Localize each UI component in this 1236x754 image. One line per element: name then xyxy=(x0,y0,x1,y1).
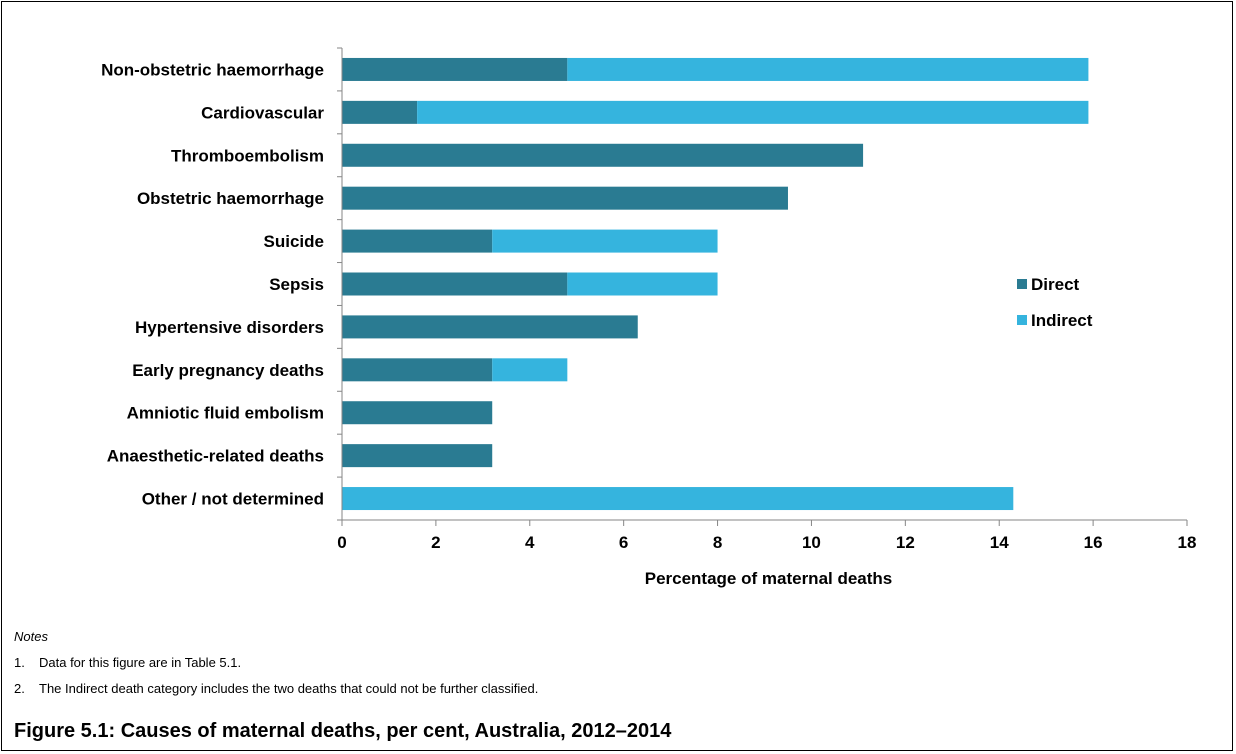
bar-segment-direct xyxy=(342,229,493,253)
x-tick-label: 12 xyxy=(896,533,915,552)
notes-heading: Notes xyxy=(14,629,48,644)
bar-segment-direct xyxy=(342,401,493,425)
x-tick-label: 6 xyxy=(619,533,628,552)
legend: Direct Indirect xyxy=(1017,275,1093,330)
legend-swatch-direct xyxy=(1017,279,1027,289)
bar-segment-indirect xyxy=(492,229,718,253)
category-label: Cardiovascular xyxy=(201,103,324,122)
bar-segment-indirect xyxy=(567,57,1089,81)
note-number: 1. xyxy=(14,655,25,670)
figure-caption: Figure 5.1: Causes of maternal deaths, p… xyxy=(14,720,672,742)
note-item: 2. The Indirect death category includes t… xyxy=(14,682,538,695)
bar-segment-direct xyxy=(342,100,418,124)
note-number: 2. xyxy=(14,681,25,696)
x-tick-label: 2 xyxy=(431,533,440,552)
bars-layer xyxy=(342,57,1089,511)
x-axis-title: Percentage of maternal deaths xyxy=(645,569,893,588)
bar-segment-direct xyxy=(342,444,493,468)
x-tick-label: 4 xyxy=(525,533,535,552)
bar-segment-indirect xyxy=(417,100,1089,124)
category-label: Obstetric haemorrhage xyxy=(137,189,324,208)
note-text: The Indirect death category includes the… xyxy=(39,681,539,696)
category-label: Early pregnancy deaths xyxy=(132,361,324,380)
legend-label-indirect: Indirect xyxy=(1031,311,1093,330)
bar-segment-direct xyxy=(342,272,568,296)
axes-layer xyxy=(337,47,1188,526)
bar-segment-direct xyxy=(342,143,864,167)
x-tick-label: 18 xyxy=(1178,533,1197,552)
x-tick-label: 14 xyxy=(990,533,1009,552)
category-label: Hypertensive disorders xyxy=(135,318,324,337)
x-tick-label: 0 xyxy=(337,533,346,552)
note-text: Data for this figure are in Table 5.1. xyxy=(39,655,242,670)
x-tick-label: 8 xyxy=(713,533,722,552)
note-item: 1. Data for this figure are in Table 5.1. xyxy=(14,656,241,669)
bar-segment-direct xyxy=(342,358,493,382)
legend-label-direct: Direct xyxy=(1031,275,1080,294)
category-labels: Non-obstetric haemorrhage Cardiovascular T… xyxy=(101,60,324,508)
legend-swatch-indirect xyxy=(1017,315,1027,325)
category-label: Thromboembolism xyxy=(171,146,324,165)
bar-segment-direct xyxy=(342,57,568,81)
category-label: Suicide xyxy=(264,232,324,251)
category-label: Sepsis xyxy=(269,275,324,294)
x-tick-labels: 0 2 4 6 8 10 12 14 16 18 xyxy=(337,533,1196,552)
x-tick-label: 16 xyxy=(1084,533,1103,552)
category-label: Other / not determined xyxy=(142,490,324,509)
bar-segment-indirect xyxy=(492,358,568,382)
stacked-bar-chart: Non-obstetric haemorrhage Cardiovascular T… xyxy=(101,47,1196,588)
bar-segment-direct xyxy=(342,315,638,339)
bar-segment-direct xyxy=(342,186,788,210)
category-label: Non-obstetric haemorrhage xyxy=(101,60,324,79)
bar-segment-indirect xyxy=(342,487,1014,511)
category-label: Amniotic fluid embolism xyxy=(127,404,324,423)
x-tick-label: 10 xyxy=(802,533,821,552)
category-label: Anaesthetic-related deaths xyxy=(107,447,324,466)
bar-segment-indirect xyxy=(567,272,718,296)
